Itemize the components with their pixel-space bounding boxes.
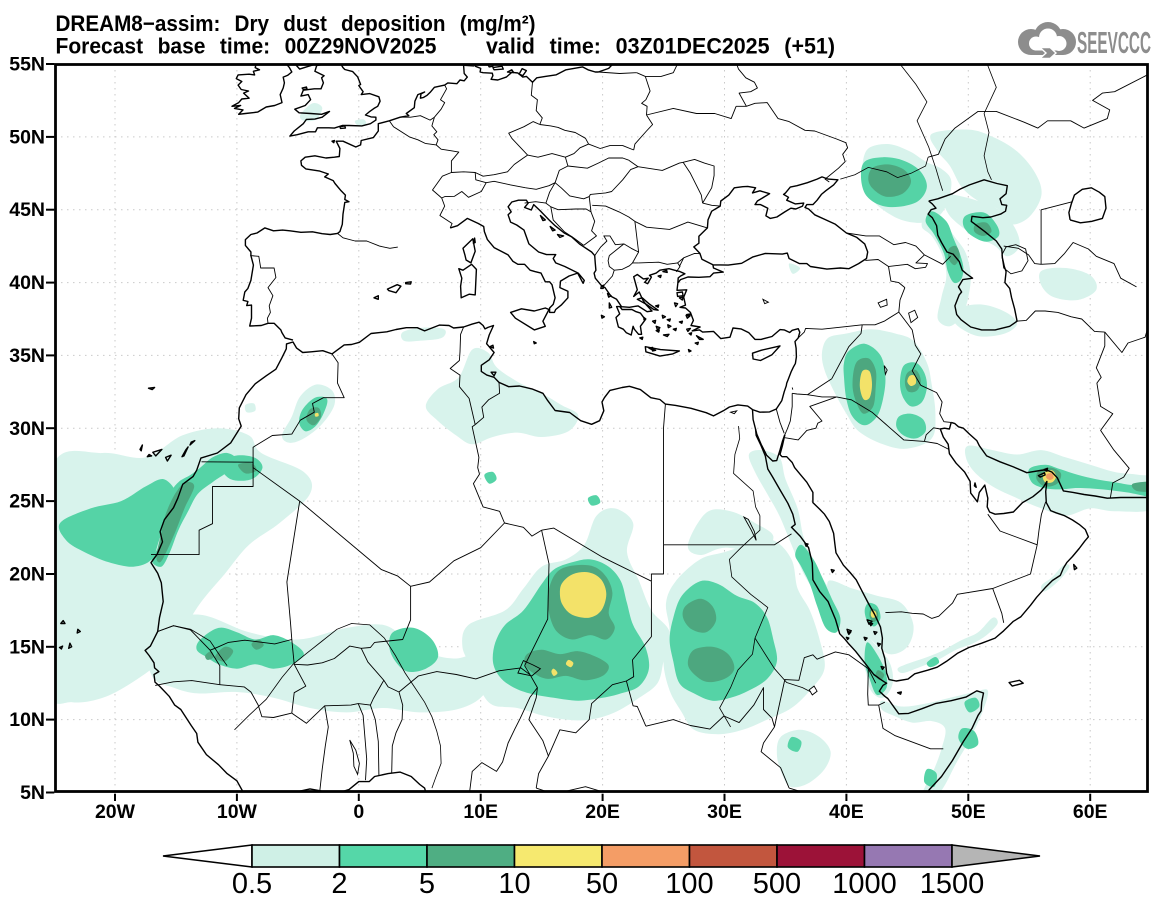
svg-text:40N: 40N	[9, 272, 45, 294]
svg-text:10E: 10E	[463, 801, 498, 823]
svg-text:20E: 20E	[585, 801, 620, 823]
svg-text:25N: 25N	[9, 491, 45, 513]
svg-text:10W: 10W	[217, 801, 258, 823]
svg-text:50N: 50N	[9, 126, 45, 148]
svg-text:1000: 1000	[832, 868, 897, 900]
svg-text:DREAM8−assim: Dry dust deposit: DREAM8−assim: Dry dust deposition (mg/m²…	[56, 11, 536, 36]
svg-text:50E: 50E	[951, 801, 986, 823]
svg-text:60E: 60E	[1073, 801, 1108, 823]
svg-text:2: 2	[331, 868, 347, 900]
svg-text:valid time: 03Z01DEC2025 (+51): valid time: 03Z01DEC2025 (+51)	[486, 34, 835, 59]
svg-text:100: 100	[665, 868, 713, 900]
svg-text:15N: 15N	[9, 636, 45, 658]
svg-text:40E: 40E	[829, 801, 864, 823]
svg-text:45N: 45N	[9, 199, 45, 221]
svg-text:5: 5	[419, 868, 435, 900]
svg-text:50: 50	[586, 868, 618, 900]
svg-text:10: 10	[498, 868, 530, 900]
svg-text:20N: 20N	[9, 564, 45, 586]
svg-text:30E: 30E	[707, 801, 742, 823]
svg-text:20W: 20W	[95, 801, 136, 823]
svg-text:0.5: 0.5	[232, 868, 272, 900]
svg-text:35N: 35N	[9, 345, 45, 367]
svg-text:30N: 30N	[9, 418, 45, 440]
svg-text:55N: 55N	[9, 54, 45, 76]
svg-text:0: 0	[353, 801, 364, 823]
svg-text:1500: 1500	[920, 868, 985, 900]
svg-text:SEEVCCC: SEEVCCC	[1077, 25, 1151, 60]
svg-text:10N: 10N	[9, 709, 45, 731]
svg-text:5N: 5N	[20, 782, 45, 804]
svg-text:500: 500	[753, 868, 801, 900]
svg-text:Forecast base time: 00Z29NOV20: Forecast base time: 00Z29NOV2025	[56, 34, 437, 59]
